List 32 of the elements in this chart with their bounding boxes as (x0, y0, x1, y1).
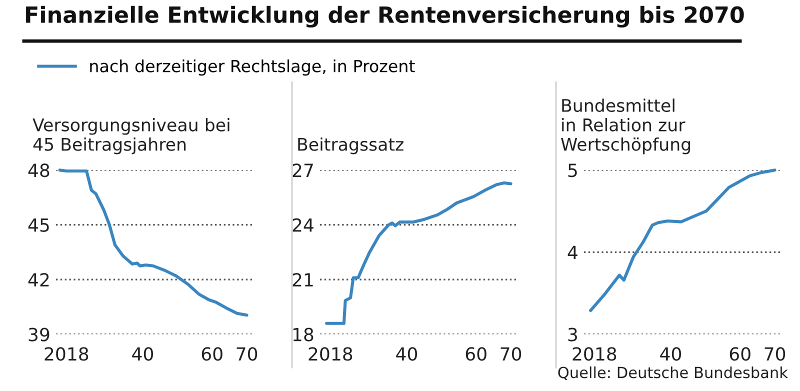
y-tick-label: 24 (292, 218, 314, 232)
y-tick-label: 5 (568, 164, 577, 178)
x-tick-label: 40 (660, 347, 682, 361)
chart-title: Bundesmittel in Relation zur Wertschöpfung (561, 98, 690, 154)
line-series (589, 168, 776, 312)
y-tick-label: 48 (28, 164, 50, 178)
x-tick-label: 2018 (572, 347, 616, 361)
y-tick-label: 27 (292, 164, 313, 177)
x-tick-label: 60 (466, 347, 486, 361)
line-series (325, 181, 512, 325)
y-tick-label: 39 (28, 328, 50, 342)
y-tick-label: 4 (568, 246, 578, 260)
x-tick-label: 40 (132, 347, 154, 361)
x-tick-label: 60 (202, 347, 222, 361)
text: Finanzielle Entwicklung der Rentenversicherung bis 2070 (26, 6, 744, 28)
x-tick-label: 2018 (308, 347, 352, 361)
chart-title: Beitragssatz (298, 137, 404, 154)
y-tick-label: 3 (568, 328, 577, 342)
x-tick-label: 60 (730, 347, 750, 361)
x-tick-label: 70 (764, 347, 786, 361)
x-tick-label: 2018 (44, 347, 88, 361)
chart-title: Versorgungsniveau bei 45 Beitragsjahren (32, 118, 230, 154)
y-tick-label: 45 (28, 218, 49, 232)
y-tick-label: 18 (293, 328, 314, 342)
x-tick-label: 40 (396, 347, 418, 361)
x-tick-label: 70 (236, 347, 258, 361)
y-tick-label: 42 (28, 273, 49, 286)
source-note: Quelle: Deutsche Bundesbank (558, 366, 788, 380)
legend-label: nach derzeitiger Rechtslage, in Prozent (90, 59, 415, 76)
line-series (58, 168, 248, 317)
y-tick-label: 21 (292, 273, 313, 286)
x-tick-label: 70 (500, 347, 522, 361)
